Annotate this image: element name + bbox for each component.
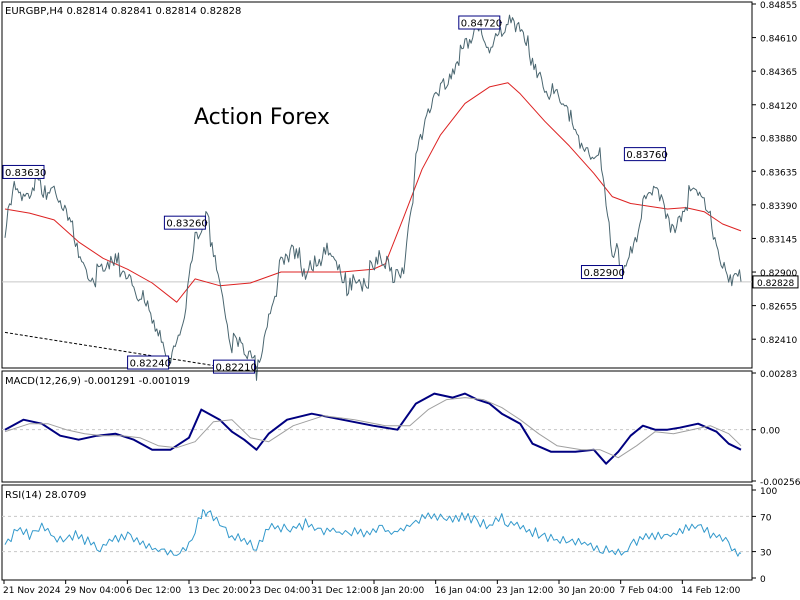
rsi-line [4, 509, 742, 557]
rsi-panel-frame [1, 484, 753, 581]
x-tick-label: 31 Dec 12:00 [311, 586, 372, 596]
moving-average-line [4, 82, 742, 303]
annotation-box [212, 359, 255, 374]
annotation-label: 0.83630 [5, 168, 46, 179]
annotation-5: 0.83760 [623, 147, 668, 162]
price-tick-label: 0.83635 [760, 168, 797, 178]
price-panel-frame [1, 1, 753, 369]
x-tick-label: 21 Nov 2024 [3, 586, 61, 596]
annotation-box [623, 147, 666, 162]
x-tick-label: 23 Jan 12:00 [496, 586, 553, 596]
current-price-box [752, 275, 799, 289]
x-tick-label: 13 Dec 20:00 [188, 586, 249, 596]
x-tick-label: 14 Feb 12:00 [681, 586, 740, 596]
annotation-3: 0.82210 [212, 359, 257, 374]
x-tick-label: 30 Jan 20:00 [558, 586, 615, 596]
watermark: Action Forex [194, 105, 330, 130]
price-tick-label: 0.83390 [760, 202, 797, 212]
signal-line [4, 397, 742, 459]
annotation-label: 0.84720 [461, 19, 502, 30]
annotation-label: 0.83760 [626, 150, 667, 161]
x-tick-label: 6 Dec 12:00 [126, 586, 181, 596]
price-title: EURGBP,H4 0.82814 0.82841 0.82814 0.8282… [5, 6, 241, 17]
annotation-box [458, 15, 501, 30]
x-tick-label: 7 Feb 04:00 [620, 586, 674, 596]
support-trendline [4, 331, 229, 369]
price-tick-label: 0.83145 [760, 235, 797, 245]
annotation-1: 0.83260 [163, 215, 208, 230]
annotation-box [163, 215, 206, 230]
price-series [4, 14, 742, 381]
rsi-tick-label: 100 [760, 487, 777, 497]
annotation-0: 0.83630 [2, 164, 46, 179]
annotation-box [2, 164, 45, 179]
macd-panel: MACD(12,26,9) -0.001291 -0.001019 0.0028… [1, 370, 800, 488]
macd-series [4, 392, 742, 465]
annotation-box [580, 265, 623, 280]
price-tick-label: 0.84365 [760, 68, 797, 78]
annotation-2: 0.82240 [127, 355, 171, 370]
macd-line [4, 392, 742, 465]
rsi-tick-label: 30 [760, 549, 772, 559]
x-axis: 21 Nov 2024 29 Nov 04:00 6 Dec 12:00 13 Dec… [3, 580, 741, 596]
price-panel: Action Forex 0.83630 0.83260 0.82240 0.8221… [1, 1, 799, 381]
price-tick-label: 0.82900 [760, 269, 797, 279]
macd-tick-label: -0.002563 [760, 478, 800, 488]
annotation-label: 0.82210 [215, 363, 256, 374]
rsi-title: RSI(14) 28.0709 [5, 490, 86, 501]
x-tick-label: 16 Jan 04:00 [435, 586, 492, 596]
current-price-label: 0.82828 [757, 279, 794, 289]
rsi-y-axis: 100 70 30 0 [752, 487, 777, 585]
macd-panel-frame [1, 370, 753, 483]
annotation-6: 0.82900 [580, 265, 625, 280]
price-tick-label: 0.84120 [760, 102, 797, 112]
price-tick-label: 0.82410 [760, 336, 797, 346]
annotation-label: 0.83260 [166, 219, 207, 230]
price-line [4, 14, 742, 381]
x-tick-label: 23 Dec 04:00 [250, 586, 311, 596]
annotation-label: 0.82240 [130, 359, 171, 370]
price-tick-label: 0.84610 [760, 35, 797, 45]
rsi-tick-label: 70 [760, 513, 772, 523]
rsi-panel: RSI(14) 28.0709 100 70 30 0 [1, 484, 777, 585]
moving-average [4, 82, 742, 303]
price-tick-label: 0.82655 [760, 303, 797, 313]
x-tick-label: 8 Jan 20:00 [373, 586, 425, 596]
price-tick-label: 0.83880 [760, 135, 797, 145]
macd-tick-label: 0.00283 [760, 370, 797, 380]
price-annotations: 0.83630 0.83260 0.82240 0.82210 0.84720 0.837… [2, 15, 668, 374]
rsi-series [4, 509, 742, 557]
price-y-axis: 0.84855 0.84610 0.84365 0.84120 0.83880 0.836… [752, 1, 799, 346]
rsi-tick-label: 0 [760, 575, 766, 585]
macd-title: MACD(12,26,9) -0.001291 -0.001019 [5, 376, 190, 387]
price-tick-label: 0.84855 [760, 1, 797, 11]
macd-tick-label: 0.00 [760, 427, 780, 437]
x-tick-label: 29 Nov 04:00 [65, 586, 126, 596]
macd-y-axis: 0.00283 0.00 -0.002563 [752, 370, 800, 488]
annotation-box [127, 355, 170, 370]
annotation-4: 0.84720 [458, 15, 502, 30]
trendline [4, 331, 229, 369]
annotation-label: 0.82900 [583, 268, 624, 279]
